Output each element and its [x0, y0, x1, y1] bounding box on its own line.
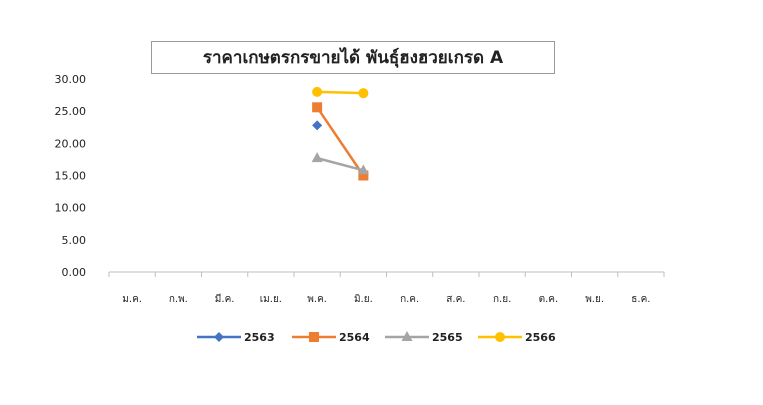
chart-axes: [108, 271, 665, 277]
legend-marker: [401, 331, 413, 341]
legend-marker: [495, 332, 505, 342]
legend-label: 2563: [244, 331, 275, 344]
legend-marker: [214, 332, 224, 342]
legend-label: 2566: [525, 331, 556, 344]
x-tick-label: พ.ค.: [307, 294, 327, 305]
data-point: [358, 170, 369, 181]
legend-label: 2565: [432, 331, 463, 344]
x-axis-ticks: ม.ค. ก.พ. มี.ค. เม.ย. พ.ค. มิ.ย. ก.ค. ส.ค. ก.ย. ต…: [122, 293, 650, 305]
legend-label: 2564: [339, 331, 370, 344]
y-tick-label: 0.00: [62, 266, 87, 279]
chart-title-box: ราคาเกษตรกรขายได้ พันธุ์ฮงฮวยเกรด A: [151, 41, 555, 74]
y-tick-label: 15.00: [55, 170, 87, 183]
legend-marker: [309, 332, 319, 342]
x-tick-label: มิ.ย.: [354, 294, 373, 305]
x-tick-label: ต.ค.: [539, 294, 559, 305]
legend-item-2563: 2563: [197, 331, 275, 344]
x-tick-label: ส.ค.: [446, 294, 465, 305]
chart-title: ราคาเกษตรกรขายได้ พันธุ์ฮงฮวยเกรด A: [202, 48, 504, 68]
data-point: [312, 102, 323, 113]
legend-item-2564: 2564: [292, 331, 370, 344]
chart-series: [311, 86, 369, 181]
x-tick-label: มี.ค.: [215, 293, 235, 305]
series-2565: [311, 152, 369, 175]
x-tick-label: เม.ย.: [260, 294, 282, 305]
y-tick-label: 20.00: [55, 137, 87, 150]
data-point: [357, 164, 369, 175]
x-tick-label: ก.พ.: [169, 294, 188, 305]
y-tick-label: 10.00: [55, 202, 87, 215]
x-tick-label: ก.ย.: [493, 294, 511, 305]
legend-item-2565: 2565: [385, 331, 463, 344]
data-point: [358, 88, 369, 99]
chart-legend: 2563 2564 2565 2566: [197, 331, 556, 344]
series-2566: [312, 86, 369, 99]
y-axis-ticks: 0.00 5.00 10.00 15.00 20.00 25.00 30.00: [55, 73, 87, 279]
x-tick-label: ม.ค.: [122, 294, 142, 305]
x-tick-label: ก.ค.: [400, 294, 419, 305]
data-point: [312, 86, 323, 97]
series-line: [317, 90, 364, 95]
y-tick-label: 25.00: [55, 105, 87, 118]
x-tick-label: ธ.ค.: [631, 294, 650, 305]
series-line: [316, 156, 364, 172]
legend-item-2566: 2566: [478, 331, 556, 344]
series-line: [316, 106, 365, 177]
series-2564: [312, 102, 369, 181]
data-point: [312, 120, 323, 131]
data-point: [311, 152, 323, 163]
y-tick-label: 5.00: [62, 234, 87, 247]
y-tick-label: 30.00: [55, 73, 87, 86]
x-tick-label: พ.ย.: [585, 294, 604, 305]
series-2563: [312, 120, 323, 131]
